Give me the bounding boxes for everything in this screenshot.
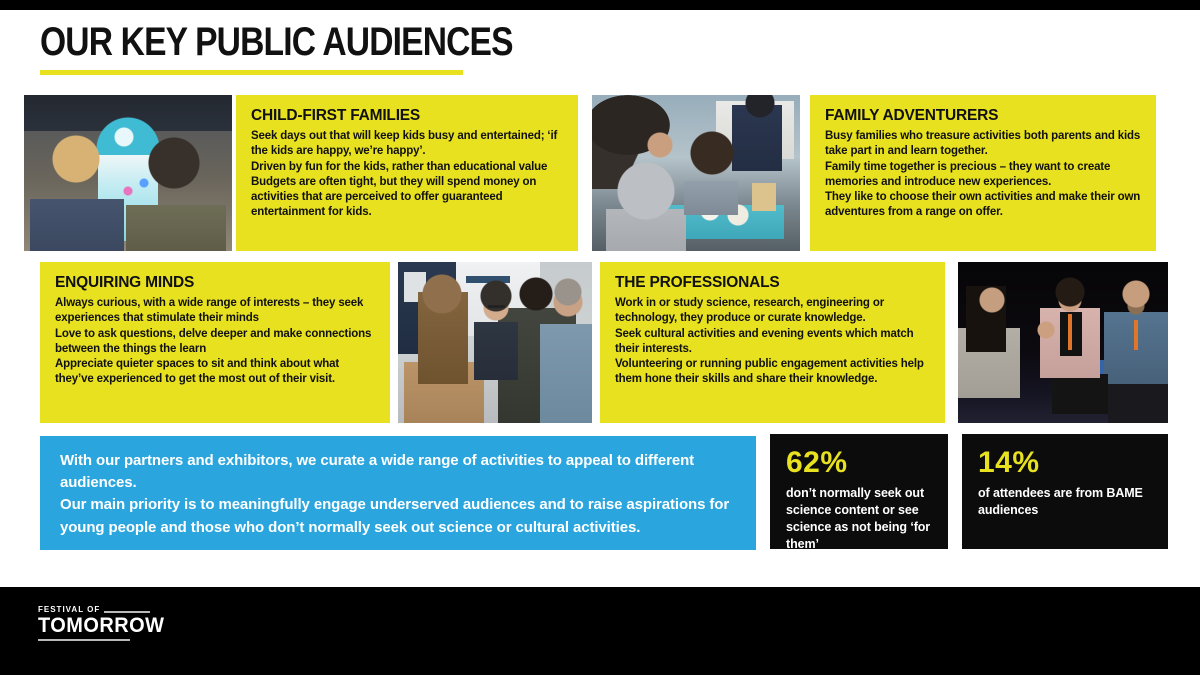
stat-card-14-percent: 14% of attendees are from BAME audiences (962, 434, 1168, 549)
audience-card-title: THE PROFESSIONALS (615, 274, 780, 291)
audience-card-title: CHILD-FIRST FAMILIES (251, 107, 421, 124)
audience-card-text: Busy families who treasure activities bo… (825, 130, 1141, 158)
audience-card-text: Volunteering or running public engagemen… (615, 358, 924, 386)
audience-card-enquiring-minds: ENQUIRING MINDS Always curious, with a w… (40, 262, 390, 423)
audience-card-the-professionals: THE PROFESSIONALS Work in or study scien… (600, 262, 945, 423)
audience-card-family-adventurers: FAMILY ADVENTURERS Busy families who tre… (810, 95, 1156, 251)
logo-rule-top (104, 611, 151, 613)
photo-children-with-robot (24, 95, 232, 251)
audience-card-text: Work in or study science, research, engi… (615, 297, 885, 325)
festival-of-tomorrow-logo: FESTIVAL OF TOMORROW (38, 605, 171, 642)
audience-card-title: FAMILY ADVENTURERS (825, 107, 999, 124)
mission-panel: With our partners and exhibitors, we cur… (40, 436, 756, 550)
logo-rule-bottom (38, 639, 130, 642)
audience-card-text: Family time together is precious – they … (825, 160, 1111, 188)
logo-tomorrow-text: TOMORROW (38, 614, 165, 637)
audience-card-child-first-families: CHILD-FIRST FAMILIES Seek days out that … (236, 95, 578, 251)
audience-card-text: Budgets are often tight, but they will s… (251, 175, 537, 219)
stat-card-62-percent: 62% don’t normally seek out science cont… (770, 434, 948, 551)
stat-description: don’t normally seek out science content … (786, 486, 931, 551)
stat-description: of attendees are from BAME audiences (978, 486, 1143, 517)
photo-family-activity-table (592, 95, 800, 251)
footer-bar: FESTIVAL OF TOMORROW (0, 587, 1200, 675)
audience-card-text: Appreciate quieter spaces to sit and thi… (55, 358, 340, 386)
photo-exhibition-conversation (398, 262, 592, 423)
stat-value: 14% (978, 446, 1040, 479)
audience-card-text: Always curious, with a wide range of int… (55, 297, 364, 325)
mission-text: Our main priority is to meaningfully eng… (60, 496, 730, 536)
mission-text: With our partners and exhibitors, we cur… (60, 452, 695, 492)
page-title: OUR KEY PUBLIC AUDIENCES (40, 20, 514, 64)
audience-card-text: They like to choose their own activities… (825, 191, 1141, 219)
audience-card-title: ENQUIRING MINDS (55, 274, 195, 291)
audience-card-text: Seek days out that will keep kids busy a… (251, 130, 558, 158)
title-underline (40, 70, 463, 75)
photo-panel-discussion (958, 262, 1168, 423)
logo-festival-of-text: FESTIVAL OF (38, 605, 101, 614)
audience-card-text: Seek cultural activities and evening eve… (615, 327, 914, 355)
audience-card-text: Love to ask questions, delve deeper and … (55, 327, 372, 355)
logo-top-row: FESTIVAL OF (38, 605, 171, 614)
audience-card-text: Driven by fun for the kids, rather than … (251, 160, 548, 173)
stat-value: 62% (786, 446, 848, 479)
